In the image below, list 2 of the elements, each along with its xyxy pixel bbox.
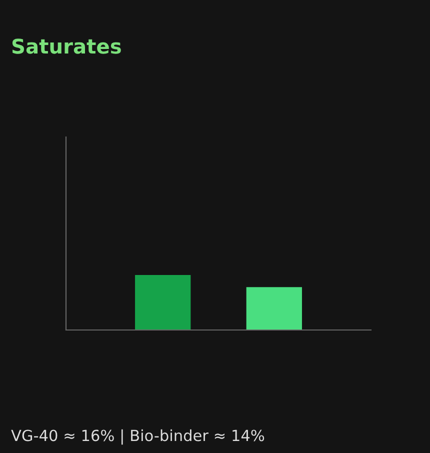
- chart-title: Saturates: [12, 38, 121, 54]
- text: VG-40 ≈ 16% | Bio-binder ≈ 14%: [11, 429, 264, 445]
